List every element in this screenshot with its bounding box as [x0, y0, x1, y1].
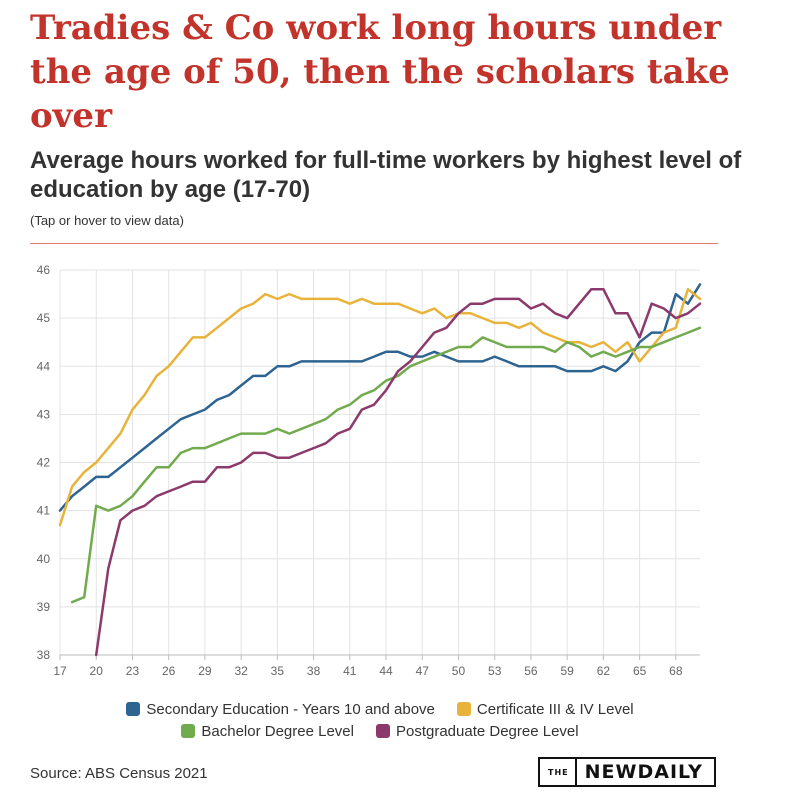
series-line-2[interactable]: [70, 326, 702, 604]
y-tick-label: 39: [37, 600, 51, 614]
legend-item-bachelor[interactable]: Bachelor Degree Level: [181, 723, 354, 740]
x-tick-label: 41: [343, 664, 357, 678]
x-tick-label: 44: [379, 664, 393, 678]
x-tick-label: 56: [524, 664, 538, 678]
x-tick-label: 53: [488, 664, 502, 678]
line-chart[interactable]: 38 39 40 41 42 43 44 45 46 17 20 23 26 29 32 35 38 41 44 47…: [0, 250, 760, 690]
legend-label-secondary: Secondary Education - Years 10 and above: [146, 700, 435, 718]
legend-item-postgraduate[interactable]: Postgraduate Degree Level: [375, 722, 579, 740]
series-line-3[interactable]: [94, 287, 702, 657]
x-tick-label: 38: [307, 664, 321, 678]
legend-swatch-secondary: [126, 702, 141, 716]
y-tick-label: 46: [37, 263, 51, 277]
x-tick-label: 32: [234, 664, 248, 678]
x-tick-label: 29: [198, 664, 212, 678]
legend-row-1: Secondary Education - Years 10 and above…: [0, 698, 760, 720]
legend-label-certificate: Certificate III & IV Level: [476, 700, 634, 718]
x-tick-label: 59: [560, 664, 574, 678]
legend-swatch-certificate: [456, 702, 471, 716]
interaction-hint: (Tap or hover to view data): [30, 213, 184, 228]
legend-row-2: Bachelor Degree Level Postgraduate Degre…: [0, 720, 760, 742]
legend-swatch-bachelor: [181, 724, 196, 738]
chart-title: Tradies & Co work long hours under the a…: [30, 8, 730, 136]
chart-legend: Secondary Education - Years 10 and above…: [0, 698, 760, 742]
x-tick-label: 26: [162, 664, 176, 678]
x-tick-label: 65: [633, 664, 647, 678]
logo-separator: [574, 759, 577, 785]
y-tick-label: 44: [37, 359, 51, 373]
y-tick-label: 41: [37, 504, 51, 518]
y-tick-label: 38: [37, 648, 51, 662]
y-tick-label: 40: [37, 552, 51, 566]
x-tick-label: 35: [271, 664, 285, 678]
y-tick-label: 42: [37, 456, 51, 470]
series-line-0[interactable]: [58, 283, 702, 512]
header-divider: [30, 243, 718, 244]
legend-label-bachelor: Bachelor Degree Level: [201, 722, 354, 740]
x-tick-label: 17: [53, 664, 67, 678]
series-line-1[interactable]: [58, 287, 702, 527]
logo-main-text: NEWDAILY: [584, 761, 703, 783]
newdaily-logo: THE NEWDAILY: [538, 757, 716, 787]
y-tick-label: 43: [37, 407, 51, 421]
legend-item-certificate[interactable]: Certificate III & IV Level: [456, 700, 634, 718]
legend-label-postgraduate: Postgraduate Degree Level: [395, 722, 579, 740]
chart-subtitle: Average hours worked for full-time worke…: [30, 147, 742, 203]
x-tick-label: 47: [416, 664, 430, 678]
source-note: Source: ABS Census 2021: [30, 765, 208, 782]
logo-the-text: THE: [548, 767, 569, 777]
legend-swatch-postgraduate: [375, 724, 390, 738]
y-tick-label: 45: [37, 311, 51, 325]
x-tick-label: 20: [90, 664, 104, 678]
x-tick-label: 62: [597, 664, 611, 678]
x-tick-label: 68: [669, 664, 683, 678]
x-tick-label: 23: [126, 664, 140, 678]
x-tick-label: 50: [452, 664, 466, 678]
legend-item-secondary[interactable]: Secondary Education - Years 10 and above: [126, 701, 435, 718]
